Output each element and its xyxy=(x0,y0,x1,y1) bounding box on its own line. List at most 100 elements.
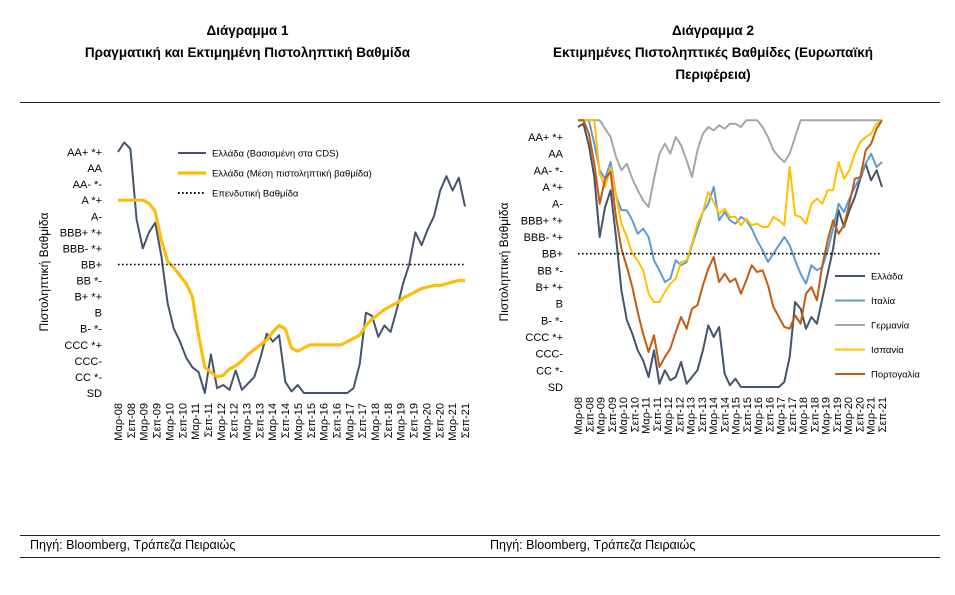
chart2-series-line-2 xyxy=(578,119,883,285)
chart2-x-tick-label: Σεπ-09 xyxy=(607,397,619,432)
chart2-x-tick-label: Μαρ-08 xyxy=(573,397,585,435)
chart2-x-tick-label: Μαρ-21 xyxy=(866,397,878,435)
chart2-y-tick-label: BB *- xyxy=(537,265,563,277)
chart1-x-tick-label: Σεπ-15 xyxy=(306,403,318,438)
chart2-y-tick-label: CC *- xyxy=(536,365,563,377)
chart2-x-tick-label: Σεπ-11 xyxy=(652,397,664,431)
chart2-legend-label: Γερμανία xyxy=(871,321,910,332)
chart1-x-tick-label: Σεπ-09 xyxy=(152,403,164,438)
chart1-y-tick-label: A- xyxy=(91,211,102,223)
chart1-x-tick-label: Μαρ-21 xyxy=(447,403,459,441)
chart1-x-tick-label: Σεπ-12 xyxy=(229,403,241,438)
chart2-y-tick-label: AA- *- xyxy=(534,165,564,177)
chart2-x-tick-label: Μαρ-15 xyxy=(731,397,743,435)
chart1-legend-label: Επενδυτική Βαθμίδα xyxy=(212,189,299,200)
footer-divider-bottom xyxy=(20,557,940,558)
chart1-x-tick-label: Σεπ-10 xyxy=(177,403,189,438)
chart1-x-tick-label: Σεπ-20 xyxy=(434,403,446,438)
chart1-y-tick-label: B+ *+ xyxy=(74,292,102,304)
chart2-x-tick-label: Μαρ-18 xyxy=(798,397,810,435)
chart2-x-tick-label: Μαρ-09 xyxy=(596,397,608,435)
chart2-x-tick-label: Σεπ-19 xyxy=(832,397,844,432)
chart2-x-tick-label: Σεπ-21 xyxy=(877,397,889,432)
chart2-y-tick-label: B+ *+ xyxy=(535,282,563,294)
chart1-x-tick-label: Σεπ-18 xyxy=(383,403,395,438)
chart1-y-tick-label: B xyxy=(95,308,102,320)
chart2-subtitle-line1: Εκτιμημένες Πιστοληπτικές Βαθμίδες (Ευρω… xyxy=(553,45,873,60)
chart1-y-tick-label: CC *- xyxy=(75,372,102,384)
chart1-y-tick-label: CCC *+ xyxy=(64,340,102,352)
chart1-x-tick-label: Σεπ-21 xyxy=(460,403,472,438)
chart2-x-tick-label: Σεπ-12 xyxy=(674,397,686,432)
chart1-x-tick-label: Σεπ-11 xyxy=(203,403,215,437)
chart1-y-tick-label: AA xyxy=(87,163,102,175)
chart2-y-tick-label: B xyxy=(556,299,563,311)
chart1-x-tick-label: Μαρ-18 xyxy=(370,403,382,441)
chart2-y-tick-label: SD xyxy=(548,382,563,394)
chart1-y-tick-label: AA+ *+ xyxy=(67,147,102,159)
chart1-y-tick-label: B- *- xyxy=(80,324,102,336)
chart1-y-axis-label: Πιστοληπτική Βαθμίδα xyxy=(37,212,51,331)
chart1-x-tick-label: Μαρ-08 xyxy=(113,403,125,441)
chart2-x-tick-label: Σεπ-13 xyxy=(697,397,709,432)
chart1-x-tick-label: Μαρ-10 xyxy=(164,403,176,441)
chart1-x-tick-label: Σεπ-17 xyxy=(357,403,369,438)
chart2-subtitle-line2: Περιφέρεια) xyxy=(675,67,751,82)
chart1-y-tick-label: BBB- *+ xyxy=(63,243,102,255)
chart1-y-tick-label: BBB+ *+ xyxy=(60,227,102,239)
chart1-series-line-2 xyxy=(118,198,465,379)
chart1-x-tick-label: Μαρ-14 xyxy=(267,403,279,441)
chart1-x-tick-label: Μαρ-19 xyxy=(396,403,408,441)
chart1-x-tick-label: Σεπ-16 xyxy=(331,403,343,438)
chart1-x-tick-label: Μαρ-11 xyxy=(190,403,202,440)
chart2-x-tick-label: Σεπ-17 xyxy=(787,397,799,432)
chart2-y-tick-label: B- *- xyxy=(541,315,563,327)
chart2-title-block: Διάγραμμα 2 Εκτιμημένες Πιστοληπτικές Βα… xyxy=(488,20,938,86)
chart1-x-tick-label: Σεπ-08 xyxy=(126,403,138,438)
chart1-x-tick-label: Σεπ-14 xyxy=(280,403,292,438)
chart2-legend-label: Ιταλία xyxy=(871,296,896,307)
chart2-series-line-4 xyxy=(578,119,883,303)
chart1-y-tick-label: AA- *- xyxy=(73,179,103,191)
chart2-x-tick-label: Σεπ-08 xyxy=(584,397,596,432)
chart2-legend-label: Ισπανία xyxy=(871,345,904,356)
chart2-y-tick-label: AA+ *+ xyxy=(528,132,563,144)
chart1-x-tick-label: Μαρ-13 xyxy=(242,403,254,441)
chart1-y-tick-label: CCC- xyxy=(75,356,103,368)
chart1-y-tick-label: A *+ xyxy=(82,195,103,207)
chart1-y-tick-label: BB+ xyxy=(81,259,102,271)
chart2-y-tick-label: A *+ xyxy=(543,182,564,194)
chart1-series-line-1 xyxy=(117,141,466,394)
chart1-title: Διάγραμμα 1 xyxy=(206,23,289,38)
footer-divider-top xyxy=(20,535,940,536)
chart1-x-tick-label: Μαρ-20 xyxy=(421,403,433,441)
chart1-x-tick-label: Μαρ-17 xyxy=(344,403,356,441)
chart2-x-tick-label: Μαρ-20 xyxy=(843,397,855,435)
chart2-x-tick-label: Σεπ-16 xyxy=(764,397,776,432)
chart2-x-tick-label: Σεπ-18 xyxy=(809,397,821,432)
chart1-source-note: Πηγή: Bloomberg, Τράπεζα Πειραιώς xyxy=(30,538,236,552)
chart2-x-tick-label: Μαρ-11 xyxy=(641,397,653,434)
chart2-y-tick-label: BBB+ *+ xyxy=(521,215,563,227)
chart2-x-tick-label: Σεπ-10 xyxy=(629,397,641,432)
chart2-series-line-3 xyxy=(578,119,882,208)
chart1-legend-label: Ελλάδα (Μέση πιστοληπτική βαθμίδα) xyxy=(212,169,372,180)
chart1-y-tick-label: BB *- xyxy=(76,276,102,288)
header-divider xyxy=(20,102,940,103)
chart2-y-tick-label: BB+ xyxy=(542,249,563,261)
chart1-x-tick-label: Μαρ-16 xyxy=(319,403,331,441)
chart1-y-tick-label: SD xyxy=(87,388,102,400)
chart2-x-tick-label: Μαρ-10 xyxy=(618,397,630,435)
chart2-series-line-1 xyxy=(577,122,883,388)
chart1-title-block: Διάγραμμα 1 Πραγματική και Εκτιμημένη Πι… xyxy=(20,20,475,64)
chart2-x-tick-label: Μαρ-13 xyxy=(686,397,698,435)
chart1-x-tick-label: Σεπ-19 xyxy=(409,403,421,438)
chart2-y-tick-label: AA xyxy=(548,149,563,161)
chart2-title: Διάγραμμα 2 xyxy=(672,23,754,38)
chart1-x-tick-label: Μαρ-09 xyxy=(139,403,151,441)
chart1-x-tick-label: Μαρ-12 xyxy=(216,403,228,441)
chart2-series-line-5 xyxy=(578,119,883,368)
chart2-legend-label: Ελλάδα xyxy=(871,272,903,283)
chart2-x-tick-label: Σεπ-14 xyxy=(719,397,731,432)
